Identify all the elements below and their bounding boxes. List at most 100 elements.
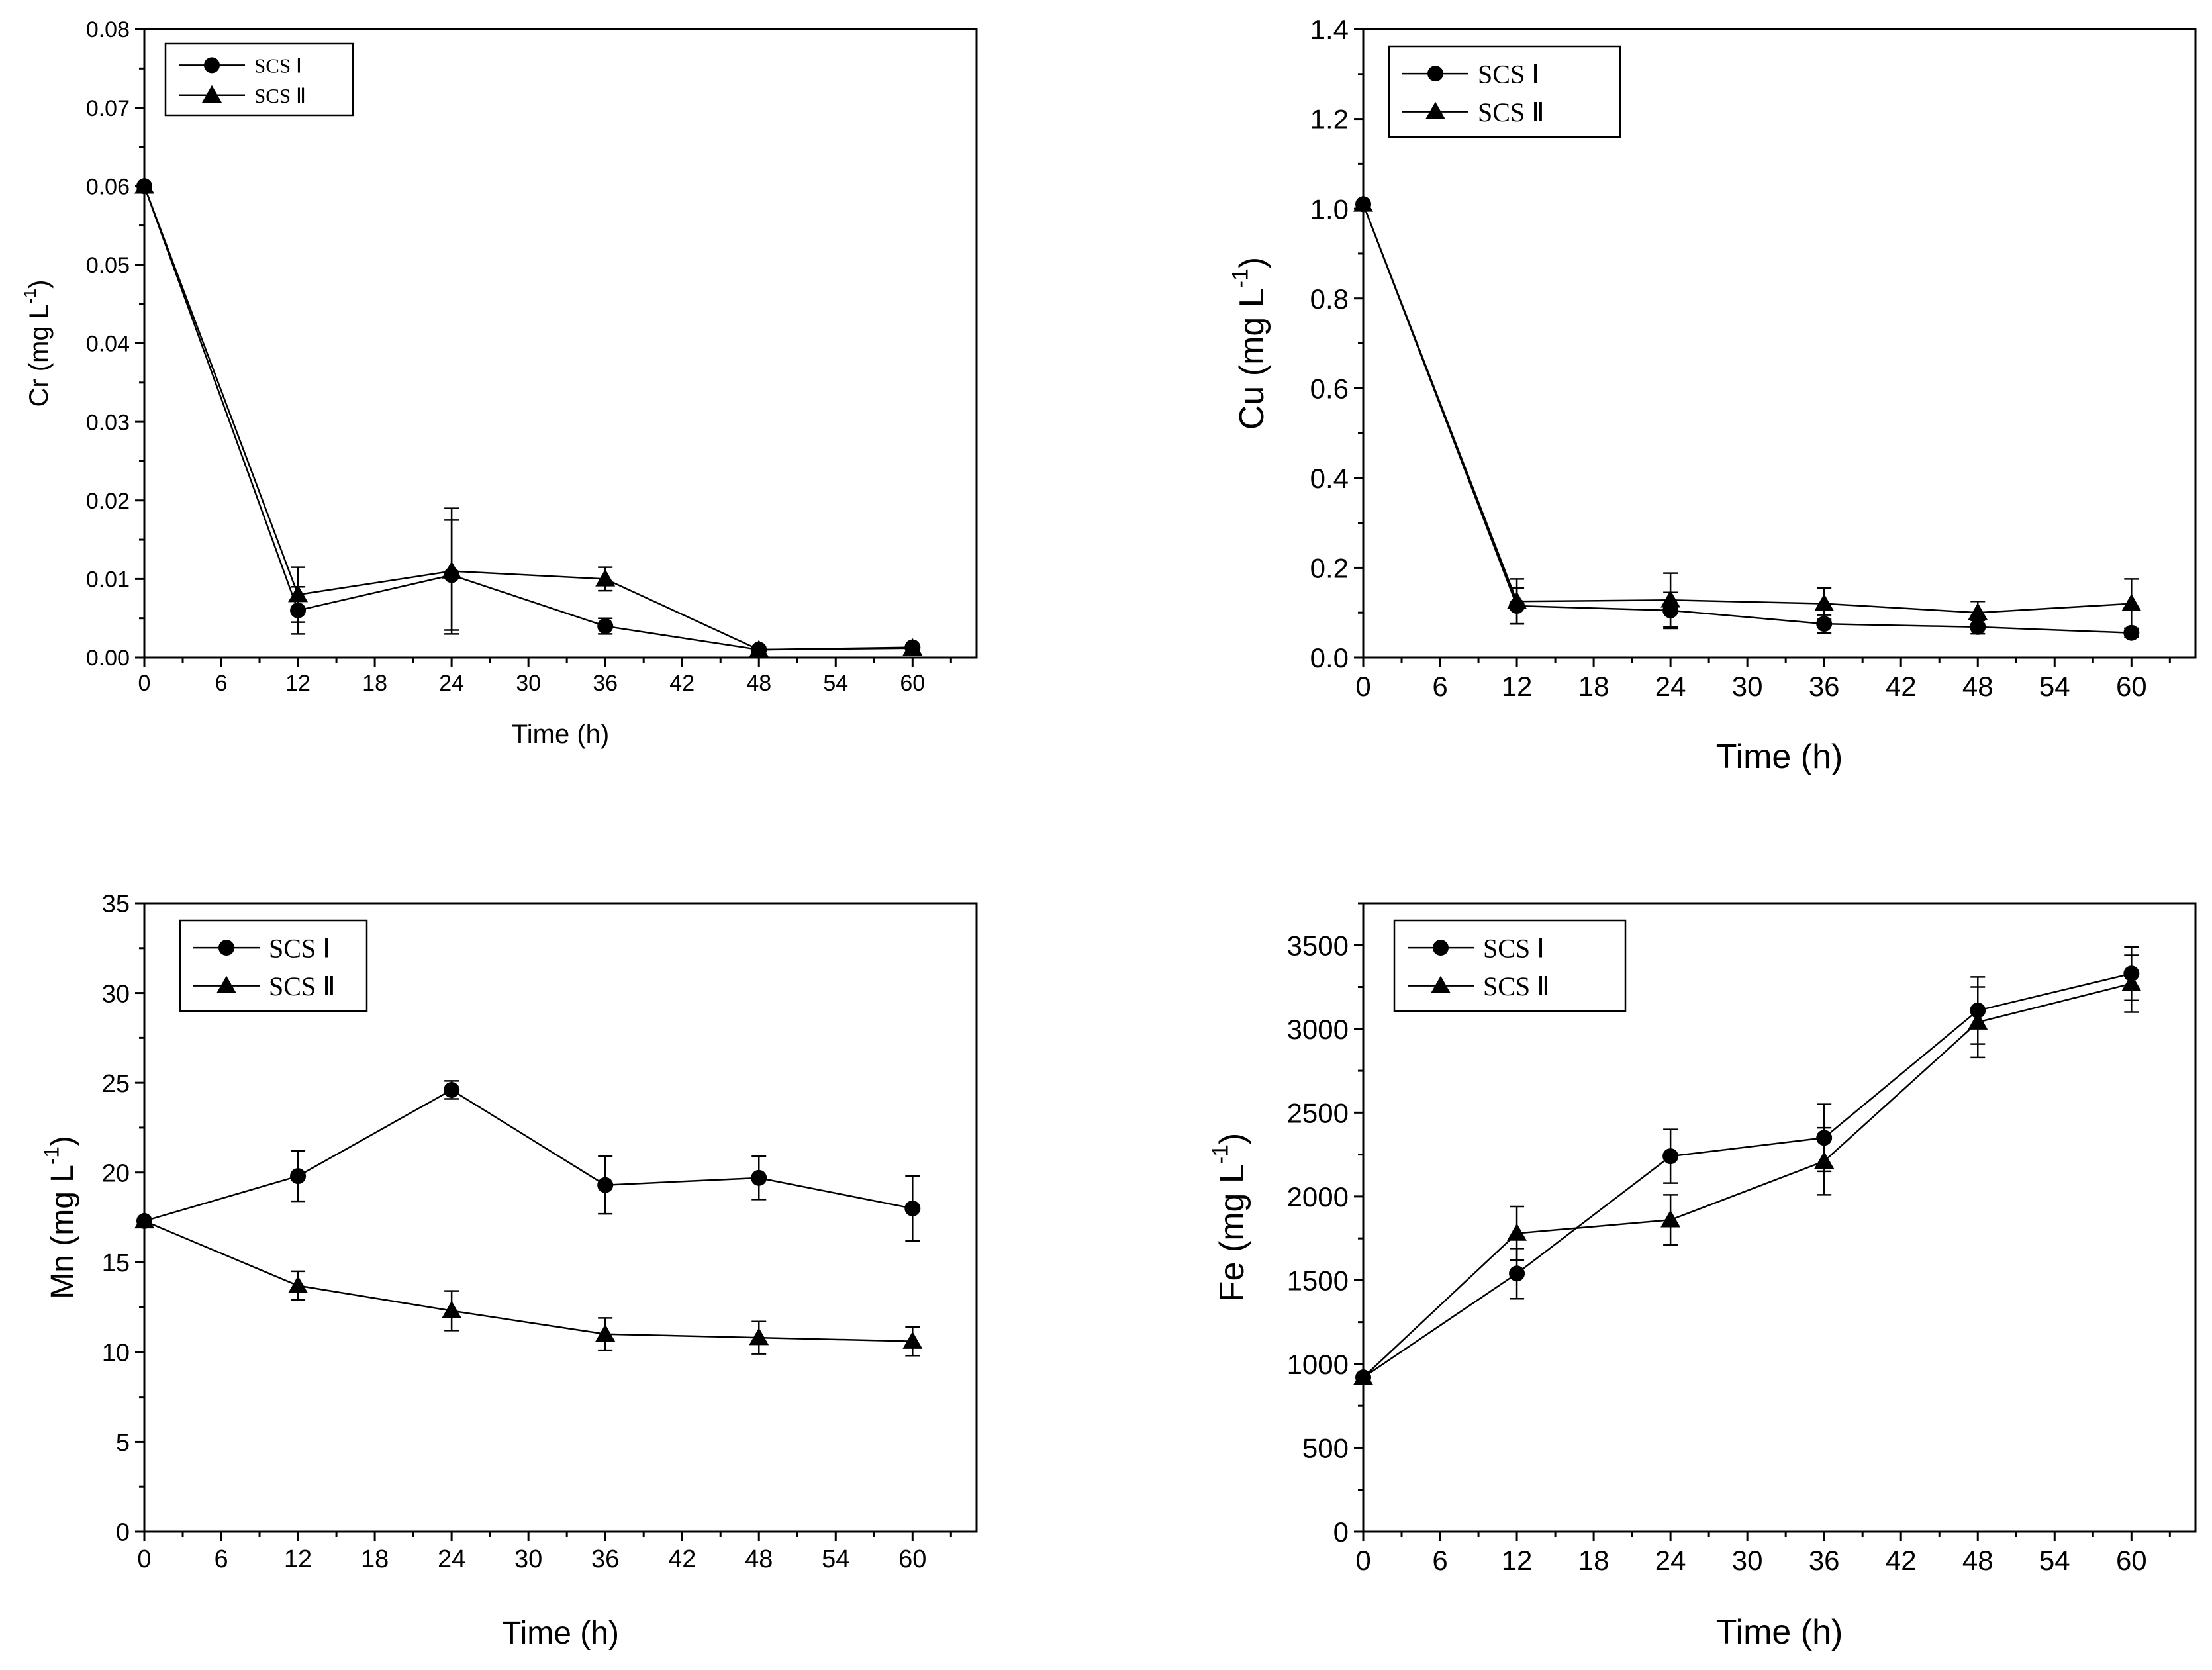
series-scs-1: [1355, 196, 2140, 641]
legend-box: [1393, 919, 1627, 1012]
legend: SCS Ⅰ SCS Ⅱ: [179, 919, 368, 1012]
data-point: [1814, 1151, 1835, 1169]
data-point: [1660, 1210, 1681, 1228]
y-axis-title-text: Mn (mg L: [45, 1165, 80, 1299]
x-tick-label: 12: [285, 671, 311, 696]
x-tick-label: 60: [2116, 1545, 2147, 1576]
x-tick-label: 24: [438, 1546, 465, 1573]
data-point: [902, 638, 923, 656]
x-tick-label: 42: [668, 1546, 696, 1573]
y-tick-label: 0.02: [86, 489, 130, 514]
data-point: [902, 1331, 923, 1349]
y-tick-label: 0.00: [86, 646, 130, 671]
x-tick-label: 36: [1809, 1545, 1840, 1576]
y-axis-title-close: ): [1233, 257, 1271, 268]
y-tick-label: 1000: [1287, 1349, 1349, 1380]
legend-label: SCS Ⅱ: [254, 84, 306, 107]
x-axis-title: Time (h): [1716, 1613, 1843, 1651]
y-axis-title: Cu (mg L-1): [1228, 257, 1271, 430]
data-point: [1507, 591, 1527, 609]
chart-fe: 0 6 12 18 24 30 36 42 48 54 60 0 500 1000 1500 2000 2500…: [1208, 902, 2197, 1651]
x-tick-label: 48: [745, 1546, 773, 1573]
series-line: [144, 1220, 913, 1342]
data-point: [904, 1200, 921, 1216]
x-tick-label: 30: [514, 1546, 542, 1573]
y-axis-title-superscript: -1: [40, 1146, 63, 1165]
legend-label: SCS Ⅰ: [254, 54, 302, 77]
legend-label: SCS Ⅱ: [1478, 97, 1545, 127]
data-point: [288, 1275, 309, 1293]
x-tick-label: 24: [1655, 1545, 1686, 1576]
x-tick-label: 0: [137, 1546, 151, 1573]
series-line: [1363, 973, 2132, 1379]
x-tick-label: 0: [1355, 1545, 1370, 1576]
x-tick-label: 36: [1809, 671, 1840, 702]
y-tick-label: 20: [102, 1159, 130, 1187]
series-line: [1363, 983, 2132, 1379]
plot-frame: [1362, 902, 2197, 1533]
y-axis-title-close: ): [1213, 1133, 1251, 1144]
y-tick-label: 30: [102, 980, 130, 1008]
series-line: [143, 185, 913, 651]
data-point: [134, 1210, 154, 1229]
chart-mn: 0 6 12 18 24 30 36 42 48 54 60 0 5 10 15 20 25 30 35 Time (…: [40, 891, 978, 1651]
y-tick-label: 2000: [1287, 1181, 1349, 1212]
legend-box: [164, 42, 354, 117]
data-point: [1507, 1223, 1527, 1241]
legend-circle-marker: [204, 57, 220, 74]
data-point: [749, 1328, 769, 1346]
x-tick-label: 30: [516, 671, 541, 696]
x-axis-title: Time (h): [512, 720, 609, 749]
data-point: [1970, 618, 1986, 635]
x-axis-title: Time (h): [502, 1616, 619, 1651]
data-point: [1662, 1148, 1679, 1165]
data-point: [1968, 603, 1988, 620]
y-tick-label: 1.4: [1310, 14, 1349, 45]
series-line: [143, 185, 913, 651]
y-tick-label: 0.4: [1310, 463, 1349, 494]
y-tick-label: 0.06: [86, 174, 130, 199]
y-tick-label: 0.6: [1310, 373, 1349, 404]
x-tick-label: 54: [2039, 1545, 2070, 1576]
y-tick-label: 3500: [1287, 930, 1349, 961]
x-tick-label: 6: [1432, 671, 1447, 702]
x-tick-label: 24: [439, 671, 464, 696]
data-point: [597, 1177, 614, 1193]
series-line: [144, 1089, 913, 1222]
y-tick-label: 0.08: [86, 17, 130, 42]
x-tick-label: 42: [1886, 671, 1917, 702]
data-point: [290, 1168, 307, 1185]
data-point: [597, 618, 614, 634]
legend-label: SCS Ⅰ: [269, 934, 330, 963]
series-line: [1362, 203, 2132, 634]
data-point: [751, 1169, 767, 1186]
x-tick-label: 12: [1502, 671, 1533, 702]
legend-triangle-marker: [202, 85, 222, 103]
legend-box: [179, 919, 368, 1012]
y-tick-label: 35: [102, 891, 130, 918]
data-point: [1968, 1012, 1988, 1030]
x-tick-label: 6: [1432, 1545, 1447, 1576]
x-tick-label: 48: [1962, 1545, 1994, 1576]
data-point: [2121, 973, 2142, 991]
y-axis-title-text: Cr (mg L: [24, 304, 54, 407]
y-axis-title: Cr (mg L-1): [20, 279, 54, 407]
y-axis-title: Mn (mg L-1): [40, 1136, 80, 1299]
legend: SCS Ⅰ SCS Ⅱ: [164, 42, 354, 117]
x-tick-label: 54: [822, 1546, 849, 1573]
data-point: [1353, 194, 1373, 212]
y-axis-title-text: Fe (mg L: [1213, 1164, 1251, 1302]
x-tick-label: 18: [362, 671, 387, 696]
x-tick-label: 18: [361, 1546, 389, 1573]
x-tick-label: 6: [214, 1546, 228, 1573]
y-axis-title-text: Cu (mg L: [1233, 288, 1271, 430]
data-point: [1353, 1367, 1373, 1385]
legend-label: SCS Ⅰ: [1483, 934, 1545, 963]
y-tick-label: 0.03: [86, 410, 130, 435]
y-tick-label: 1.0: [1310, 193, 1349, 224]
x-tick-label: 54: [823, 671, 848, 696]
y-tick-label: 0.04: [86, 332, 130, 357]
plot-frame: [143, 28, 978, 659]
x-tick-label: 24: [1655, 671, 1686, 702]
legend-triangle-marker: [1425, 101, 1445, 119]
